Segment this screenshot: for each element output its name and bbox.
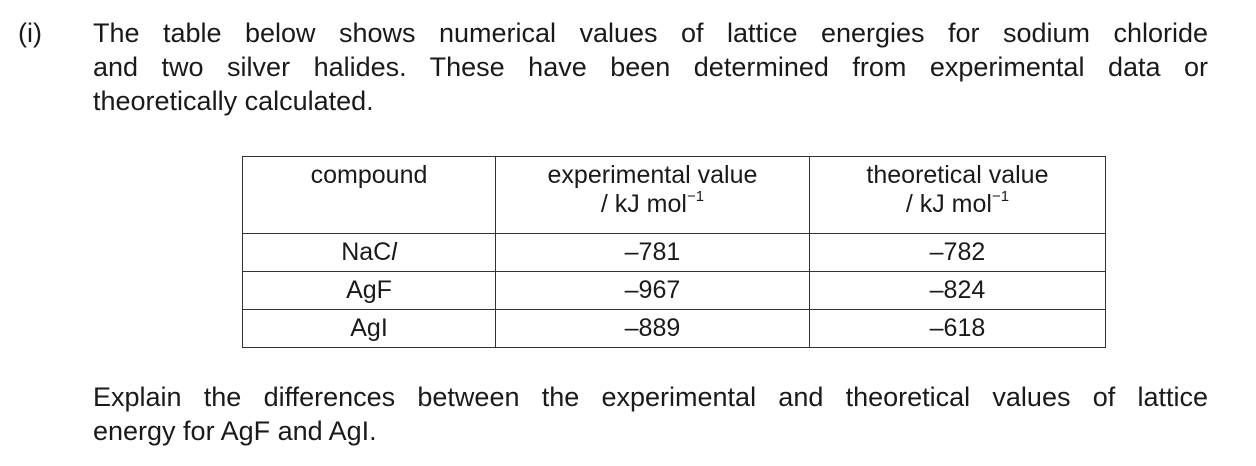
question-number: (i) bbox=[18, 18, 42, 48]
unit-exponent: −1 bbox=[686, 187, 705, 205]
experimental-cell: –781 bbox=[495, 233, 810, 272]
theoretical-cell: –782 bbox=[808, 233, 1107, 272]
table-row: AgF –967 –824 bbox=[242, 271, 1107, 310]
header-theoretical: theoretical value / kJ mol−1 bbox=[808, 156, 1107, 234]
experimental-cell: –967 bbox=[495, 271, 810, 310]
compound-cell: AgF bbox=[242, 271, 496, 310]
intro-line: and two silver halides. These have been … bbox=[93, 52, 1208, 82]
question-paragraph: Explain the differences between the expe… bbox=[93, 380, 1208, 448]
intro-paragraph: The table below shows numerical values o… bbox=[93, 16, 1208, 118]
question-line: energy for AgF and AgI. bbox=[93, 416, 377, 446]
table-header-row: compound experimental value / kJ mol−1 t… bbox=[242, 156, 1107, 234]
table-row: NaCl –781 –782 bbox=[242, 233, 1107, 272]
compound-cell: NaCl bbox=[242, 233, 496, 272]
header-experimental: experimental value / kJ mol−1 bbox=[495, 156, 810, 234]
theoretical-cell: –824 bbox=[808, 271, 1107, 310]
compound-cell: AgI bbox=[242, 309, 496, 348]
theoretical-cell: –618 bbox=[808, 309, 1107, 348]
table-row: AgI –889 –618 bbox=[242, 309, 1107, 348]
experimental-cell: –889 bbox=[495, 309, 810, 348]
header-compound: compound bbox=[242, 156, 496, 234]
intro-line: theoretically calculated. bbox=[93, 86, 374, 116]
unit-exponent: −1 bbox=[991, 187, 1010, 205]
intro-line: The table below shows numerical values o… bbox=[93, 18, 1208, 48]
lattice-energy-table: compound experimental value / kJ mol−1 t… bbox=[242, 156, 1107, 348]
question-line: Explain the differences between the expe… bbox=[93, 382, 1208, 412]
